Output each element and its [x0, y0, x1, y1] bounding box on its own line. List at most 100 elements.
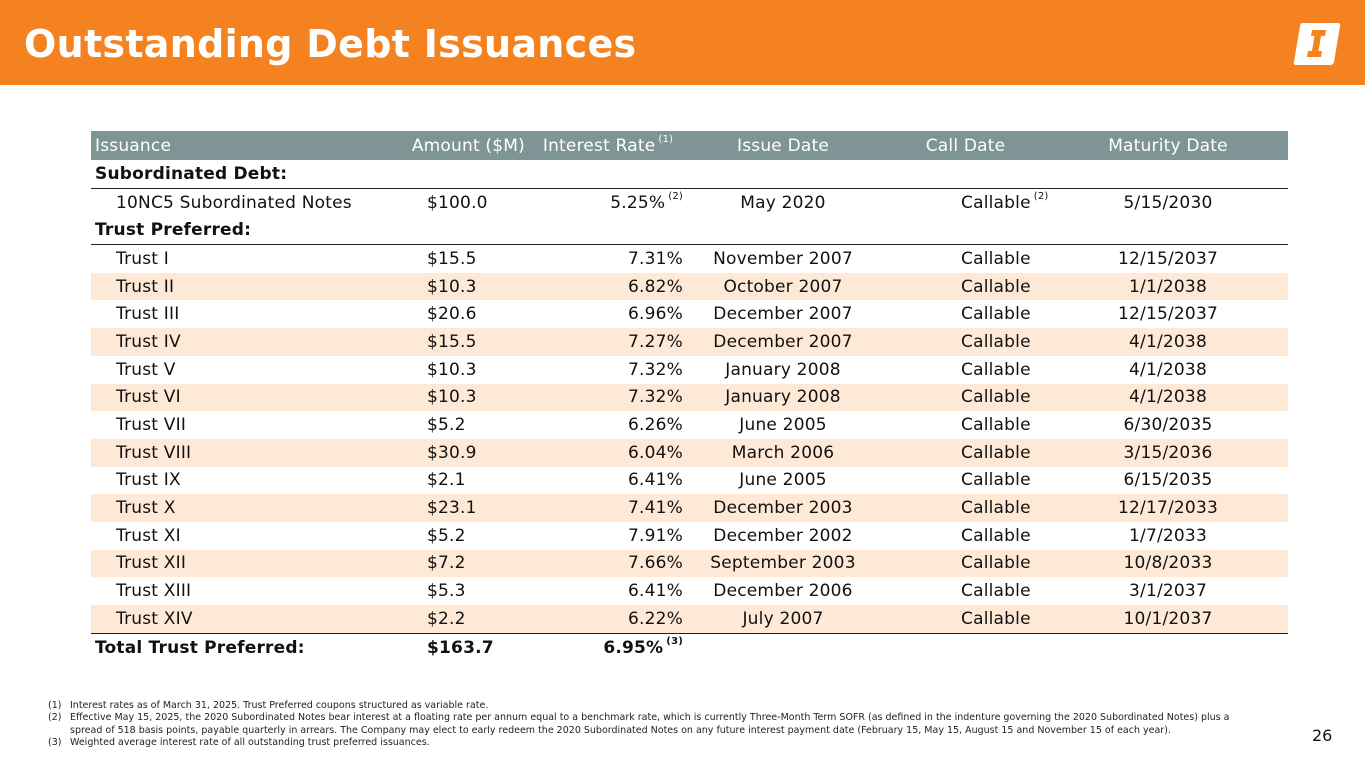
cell-issue-date: December 2007	[713, 304, 853, 325]
header-interest-rate: Interest Rate (1)	[533, 131, 683, 160]
cell-issuance: Trust XIV	[91, 605, 345, 634]
cell-total-rate: 6.95% (3)	[533, 632, 683, 662]
cell-call-date: Callable	[883, 328, 1048, 356]
debt-table: Issuance Amount ($M) Interest Rate (1) Is…	[91, 131, 1288, 662]
cell-call-date: Callable (2)	[883, 188, 1048, 216]
cell-issue-date: December 2002	[713, 525, 853, 546]
footnote-text: Effective May 15, 2025, the 2020 Subordi…	[70, 712, 1230, 736]
cell-issue-date: September 2003	[683, 549, 883, 578]
cell-rate: 6.41%	[627, 470, 683, 491]
header-issuance: Issuance	[91, 131, 345, 160]
cell-amount: $5.3	[427, 581, 466, 602]
cell-call-value: Callable	[961, 192, 1031, 213]
cell-amount: $10.3	[345, 272, 533, 301]
cell-issuance: Trust I	[116, 248, 169, 269]
cell-rate: 6.04%	[533, 438, 683, 467]
table-row: Trust VIII $30.9 6.04% March 2006 Callable 3/…	[91, 438, 1288, 467]
cell-amount: $10.3	[427, 359, 477, 380]
cell-maturity-date: 12/17/2033	[1048, 494, 1288, 522]
table-header-row: Issuance Amount ($M) Interest Rate (1) Is…	[91, 131, 1288, 160]
table-row: Trust IX $2.1 6.41% June 2005 Callable 6/15/2…	[91, 467, 1288, 495]
cell-issuance: Trust IX	[116, 470, 181, 491]
cell-rate: 7.31%	[627, 248, 683, 269]
table-row: Trust III $20.6 6.96% December 2007 Callable…	[91, 300, 1288, 328]
cell-maturity-date: 1/7/2033	[1129, 525, 1207, 546]
cell-rate: 7.27%	[533, 328, 683, 356]
cell-issue-date: January 2008	[683, 383, 883, 412]
cell-rate: 6.26%	[627, 415, 683, 436]
header-amount: Amount ($M)	[345, 131, 533, 160]
cell-maturity-date: 12/15/2037	[1118, 248, 1218, 269]
footnote: (2) Effective May 15, 2025, the 2020 Subo…	[48, 712, 1248, 737]
footnote-text: Weighted average interest rate of all ou…	[70, 736, 430, 748]
cell-call-date: Callable	[961, 359, 1031, 380]
cell-call-date: Callable	[883, 605, 1048, 634]
table-row: Trust X $23.1 7.41% December 2003 Callable 12…	[91, 494, 1288, 522]
cell-amount: $5.2	[427, 415, 466, 436]
cell-rate: 6.96%	[627, 304, 683, 325]
cell-amount: $7.2	[345, 549, 533, 578]
cell-empty	[883, 632, 1048, 662]
cell-issuance: Trust IV	[91, 328, 345, 356]
cell-issuance: 10NC5 Subordinated Notes	[116, 192, 352, 213]
cell-maturity-date: 5/15/2030	[1123, 192, 1213, 213]
cell-issue-date: June 2005	[739, 470, 827, 491]
header-bar: Outstanding Debt Issuances	[0, 0, 1365, 85]
cell-issue-date: December 2007	[683, 328, 883, 356]
cell-maturity-date: 6/30/2035	[1123, 415, 1213, 436]
cell-issue-date: May 2020	[740, 192, 826, 213]
cell-issue-date: June 2005	[739, 415, 827, 436]
cell-amount: $2.1	[427, 470, 466, 491]
cell-empty	[1048, 632, 1288, 662]
table-row: Trust XI $5.2 7.91% December 2002 Callable 1/…	[91, 522, 1288, 550]
cell-maturity-date: 6/15/2035	[1123, 470, 1213, 491]
cell-maturity-date: 10/8/2033	[1048, 549, 1288, 578]
cell-issue-date: July 2007	[683, 605, 883, 634]
cell-call-date: Callable	[961, 248, 1031, 269]
table-row: Trust V $10.3 7.32% January 2008 Callable 4/1…	[91, 356, 1288, 384]
cell-issuance: Trust XIII	[116, 581, 192, 602]
table-row-total: Total Trust Preferred: $163.7 6.95% (3)	[91, 632, 1288, 662]
cell-empty	[683, 632, 883, 662]
cell-maturity-date: 3/1/2037	[1129, 581, 1207, 602]
cell-issuance: Trust XII	[91, 549, 345, 578]
footnote-text: Interest rates as of March 31, 2025. Tru…	[70, 700, 489, 711]
cell-issuance: Trust V	[116, 359, 176, 380]
cell-rate-value: 5.25%	[610, 192, 666, 213]
cell-amount: $10.3	[345, 383, 533, 412]
header-interest-rate-footnote: (1)	[658, 133, 674, 145]
cell-call-date: Callable	[883, 549, 1048, 578]
cell-maturity-date: 12/15/2037	[1118, 304, 1218, 325]
cell-call-date: Callable	[883, 438, 1048, 467]
footnote-number: (3)	[48, 736, 62, 748]
section-label: Subordinated Debt:	[91, 160, 1288, 189]
cell-maturity-date: 4/1/2038	[1048, 383, 1288, 412]
cell-total-rate-footnote: (3)	[666, 635, 683, 647]
cell-call-footnote: (2)	[1033, 190, 1049, 202]
table-row: Trust XIII $5.3 6.41% December 2006 Callable…	[91, 577, 1288, 605]
cell-call-date: Callable	[961, 581, 1031, 602]
cell-amount: $20.6	[427, 304, 477, 325]
cell-total-rate-value: 6.95%	[603, 637, 664, 658]
cell-maturity-date: 4/1/2038	[1048, 328, 1288, 356]
footnote-number: (2)	[48, 712, 62, 724]
table-row: Trust XII $7.2 7.66% September 2003 Callable…	[91, 549, 1288, 578]
cell-maturity-date: 1/1/2038	[1048, 272, 1288, 301]
cell-maturity-date: 4/1/2038	[1129, 359, 1207, 380]
table-row: Trust I $15.5 7.31% November 2007 Callable 12…	[91, 245, 1288, 273]
cell-issue-date: November 2007	[713, 248, 853, 269]
cell-maturity-date: 3/15/2036	[1048, 438, 1288, 467]
cell-call-date: Callable	[961, 470, 1031, 491]
table-row: Trust XIV $2.2 6.22% July 2007 Callable 10/1/…	[91, 605, 1288, 634]
cell-call-date: Callable	[961, 415, 1031, 436]
cell-issuance: Trust II	[91, 272, 345, 301]
cell-maturity-date: 10/1/2037	[1048, 605, 1288, 634]
cell-issue-date: January 2008	[725, 359, 841, 380]
cell-issuance: Trust X	[91, 494, 345, 522]
cell-call-date: Callable	[883, 272, 1048, 301]
table-row-subordinated: 10NC5 Subordinated Notes $100.0 5.25% (2)…	[91, 188, 1288, 216]
cell-issue-date: December 2006	[713, 581, 853, 602]
page-number: 26	[1312, 726, 1333, 745]
cell-issue-date: March 2006	[683, 438, 883, 467]
footnote: (1) Interest rates as of March 31, 2025. …	[48, 700, 1248, 712]
